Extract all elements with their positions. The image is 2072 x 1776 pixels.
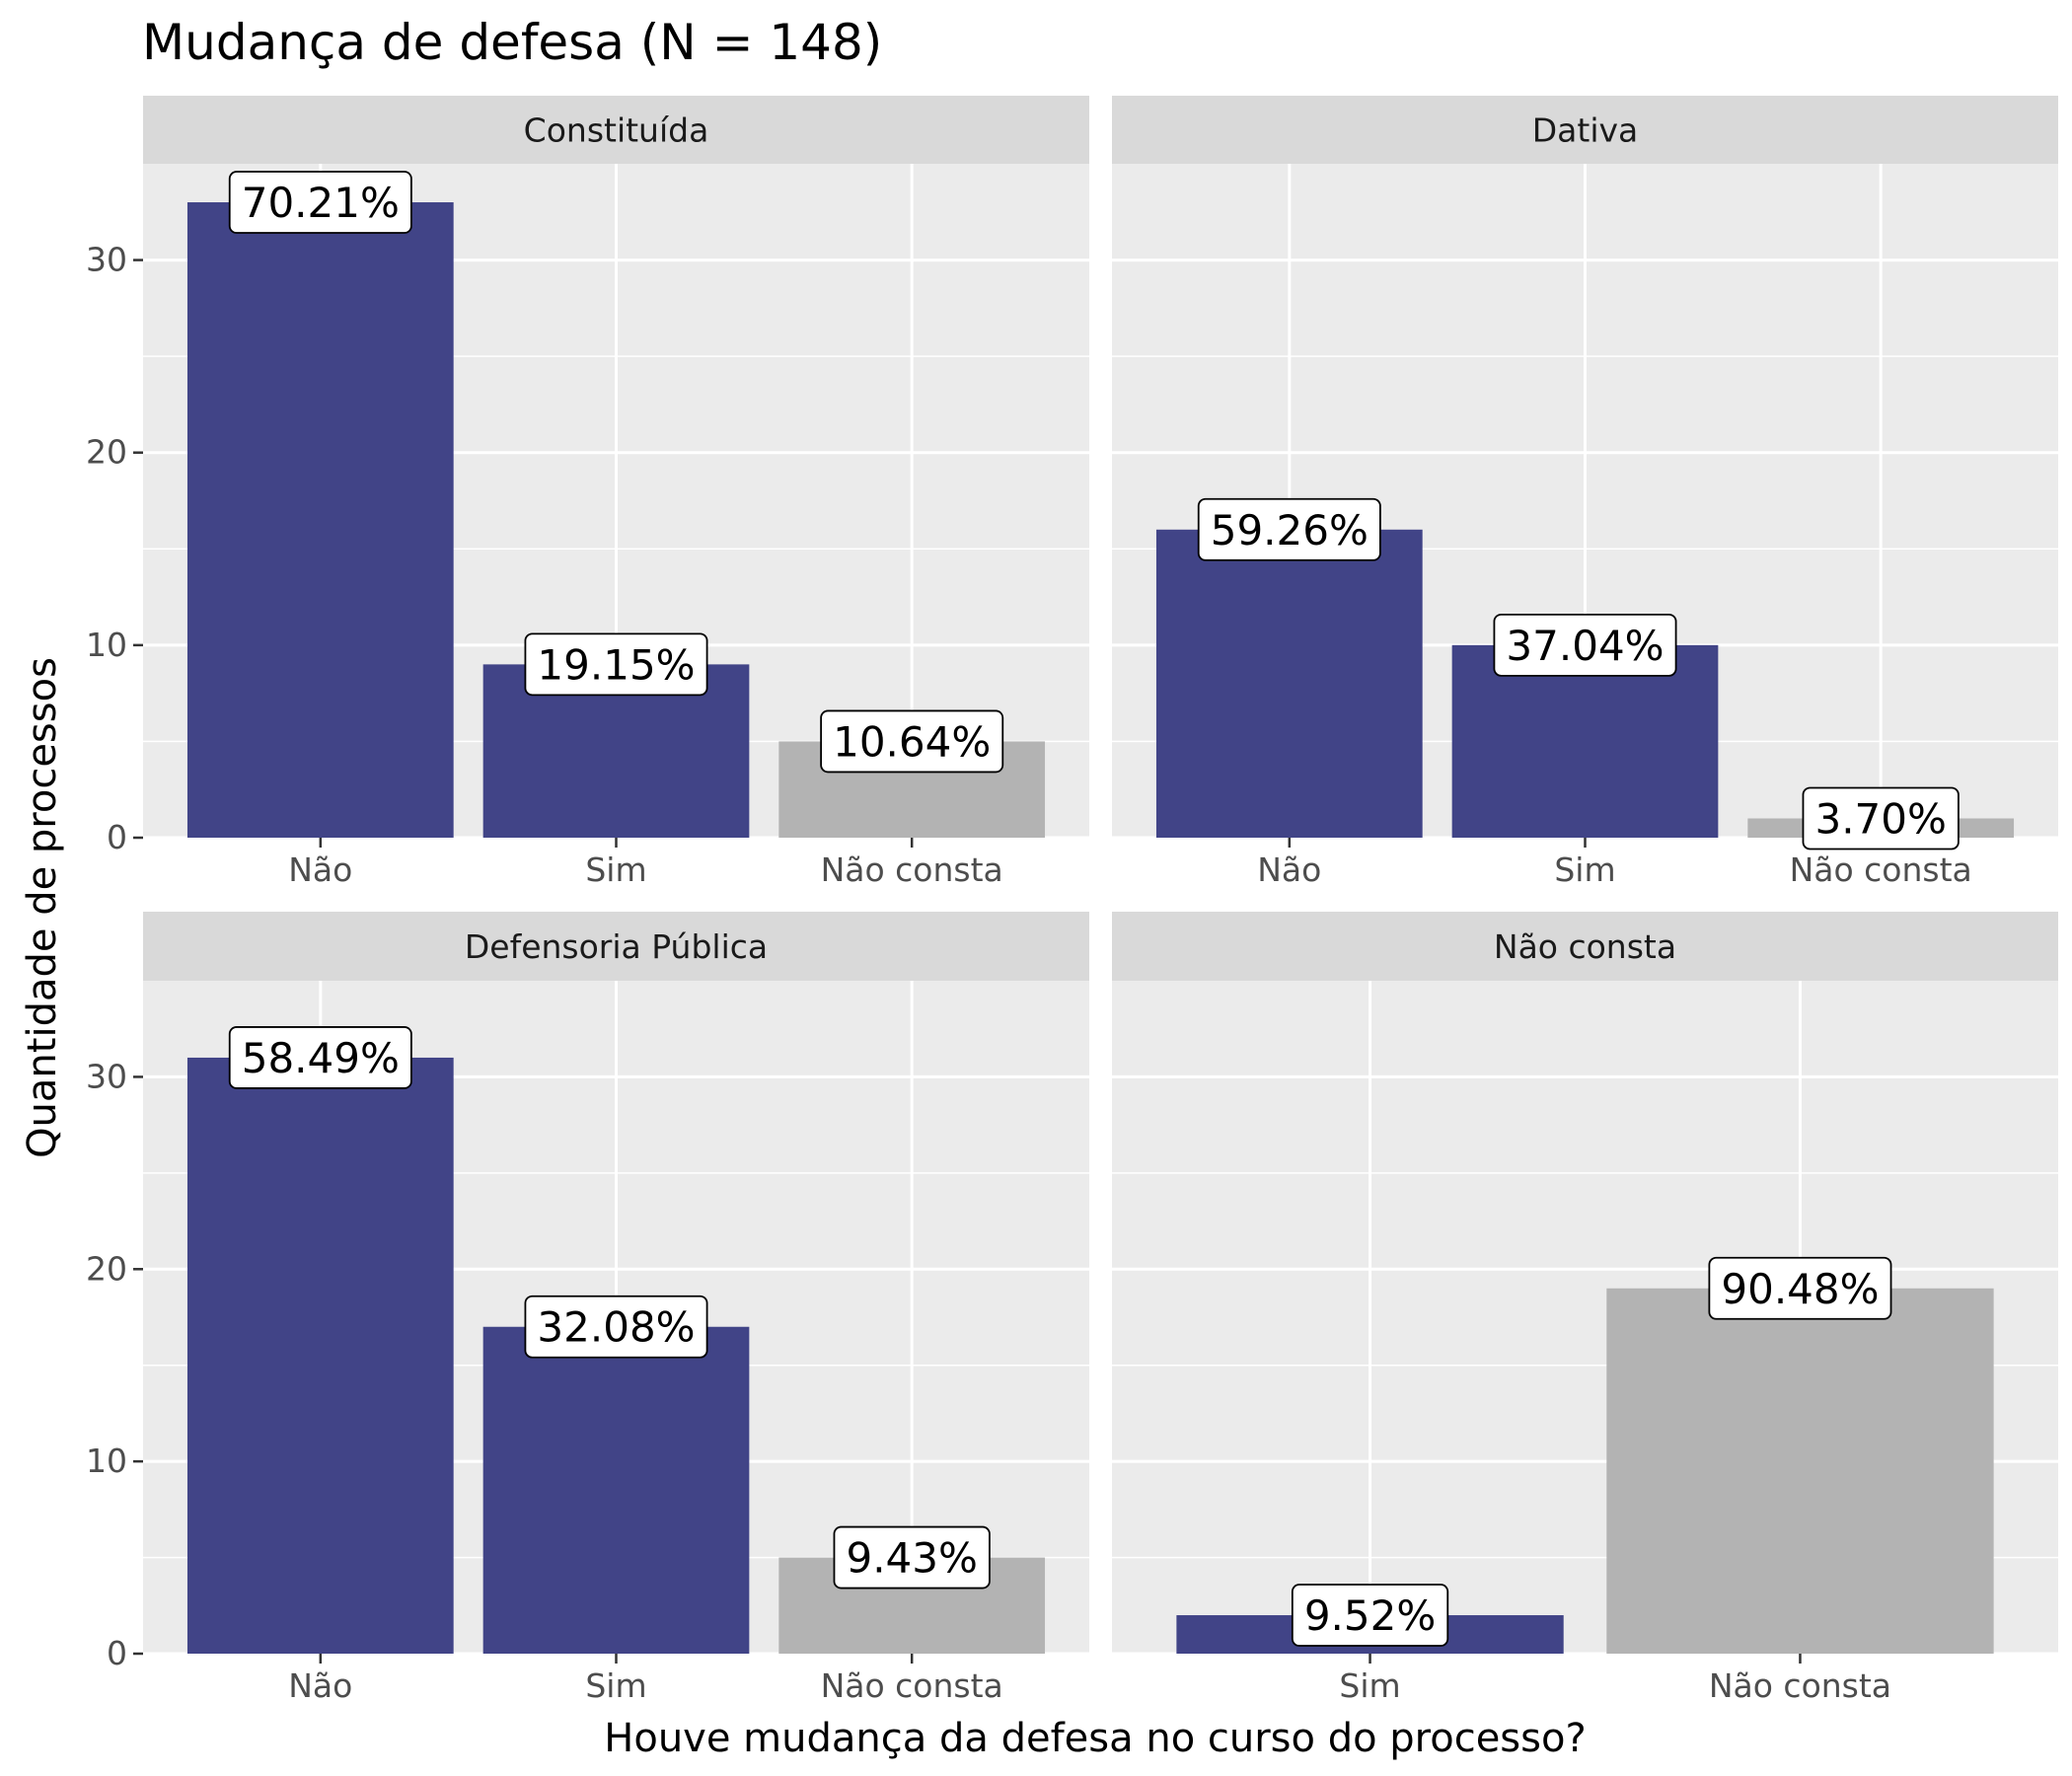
bar-data-label-text: 9.52% xyxy=(1304,1591,1436,1640)
bar-data-label-text: 70.21% xyxy=(242,179,400,227)
y-tick-label: 30 xyxy=(86,241,127,279)
facet-strip xyxy=(1112,96,2058,164)
bar-data-label-text: 19.15% xyxy=(537,640,695,689)
bar-data-label: 58.49% xyxy=(228,1026,412,1089)
facet-strip-label: Não consta xyxy=(1494,927,1676,966)
bar-data-label: 19.15% xyxy=(524,632,708,697)
bar-data-label-box xyxy=(1493,613,1677,677)
facet-panels: Constituída 0 10 20 30 Não 70.21% Sim 19.15% Não … xyxy=(86,96,2058,1705)
facet-strip xyxy=(143,96,1089,164)
bar-data-label-text: 9.43% xyxy=(846,1534,977,1583)
bar-data-label: 3.70% xyxy=(1802,786,1960,851)
bar-data-label-box xyxy=(524,632,708,697)
bar-data-label-box xyxy=(1708,1256,1892,1320)
y-axis-title: Quantidade de processos xyxy=(20,657,65,1158)
bar xyxy=(1155,529,1423,838)
facet-strip xyxy=(143,912,1089,981)
y-tick-label: 10 xyxy=(86,1442,127,1480)
bar xyxy=(1451,644,1719,838)
bar-data-label-box xyxy=(228,171,412,234)
bar-data-label-text: 37.04% xyxy=(1506,622,1664,670)
bar-data-label-box xyxy=(1802,786,1960,851)
bar-data-label: 70.21% xyxy=(228,171,412,234)
bar xyxy=(1606,1288,1994,1654)
chart-title: Mudança de defesa (N = 148) xyxy=(142,14,882,71)
y-tick-label: 20 xyxy=(86,1249,127,1288)
bar-data-label: 32.08% xyxy=(524,1295,708,1359)
panel-constituida: Constituída 0 10 20 30 Não 70.21% Sim 19.15% Não … xyxy=(86,96,1089,889)
bar-data-label: 37.04% xyxy=(1493,613,1677,677)
bar-data-label-text: 58.49% xyxy=(242,1034,400,1082)
bar-data-label-box xyxy=(228,1026,412,1089)
bar xyxy=(482,1326,750,1654)
bar-data-label: 9.52% xyxy=(1291,1584,1449,1647)
facet-strip-label: Constituída xyxy=(524,111,709,150)
x-tick-label: Sim xyxy=(585,1666,646,1705)
bar-data-label-text: 59.26% xyxy=(1211,506,1369,555)
bar-data-label: 90.48% xyxy=(1708,1256,1892,1320)
bar-data-label-text: 90.48% xyxy=(1721,1265,1879,1313)
facet-strip-label: Defensoria Pública xyxy=(465,927,768,966)
facet-strip xyxy=(1112,912,2058,981)
y-tick-label: 20 xyxy=(86,433,127,472)
bar-data-label-box xyxy=(833,1525,991,1590)
bar-data-label: 9.43% xyxy=(833,1525,991,1590)
x-tick-label: Não xyxy=(1257,851,1321,889)
bar-data-label-box xyxy=(524,1295,708,1359)
x-tick-label: Sim xyxy=(1339,1666,1400,1705)
bar-data-label-text: 32.08% xyxy=(537,1303,695,1352)
x-tick-label: Não consta xyxy=(821,851,1003,889)
x-tick-label: Não consta xyxy=(821,1666,1003,1705)
x-tick-label: Não consta xyxy=(1790,851,1972,889)
bar-data-label: 59.26% xyxy=(1197,497,1381,561)
bar-data-label-box xyxy=(1197,497,1381,561)
bar xyxy=(186,202,454,838)
panel-dativa: Dativa Não 59.26% Sim 37.04% Não consta 3.70% xyxy=(1112,96,2058,889)
bar-data-label: 10.64% xyxy=(820,709,1004,774)
panel-defensoria-publica: Defensoria Pública 0 10 20 30 Não 58.49% Sim 32.… xyxy=(86,912,1089,1705)
panel-nao-consta: Não consta Sim 9.52% Não consta 90.48% xyxy=(1112,912,2058,1705)
facet-strip-label: Dativa xyxy=(1532,111,1639,150)
bar-data-label-text: 3.70% xyxy=(1814,794,1946,843)
x-axis-title: Houve mudança da defesa no curso do proc… xyxy=(604,1716,1586,1761)
x-tick-label: Não xyxy=(288,1666,352,1705)
x-tick-label: Sim xyxy=(1554,851,1615,889)
bar-data-label-text: 10.64% xyxy=(833,717,991,766)
y-tick-label: 30 xyxy=(86,1057,127,1095)
bar-data-label-box xyxy=(820,709,1004,774)
x-tick-label: Não xyxy=(288,851,352,889)
x-tick-label: Sim xyxy=(585,851,646,889)
bar-data-label-box xyxy=(1291,1584,1449,1647)
y-tick-label: 10 xyxy=(86,626,127,664)
bar xyxy=(186,1057,454,1654)
y-tick-label: 0 xyxy=(107,1634,127,1672)
y-tick-label: 0 xyxy=(107,818,127,856)
x-tick-label: Não consta xyxy=(1709,1666,1891,1705)
